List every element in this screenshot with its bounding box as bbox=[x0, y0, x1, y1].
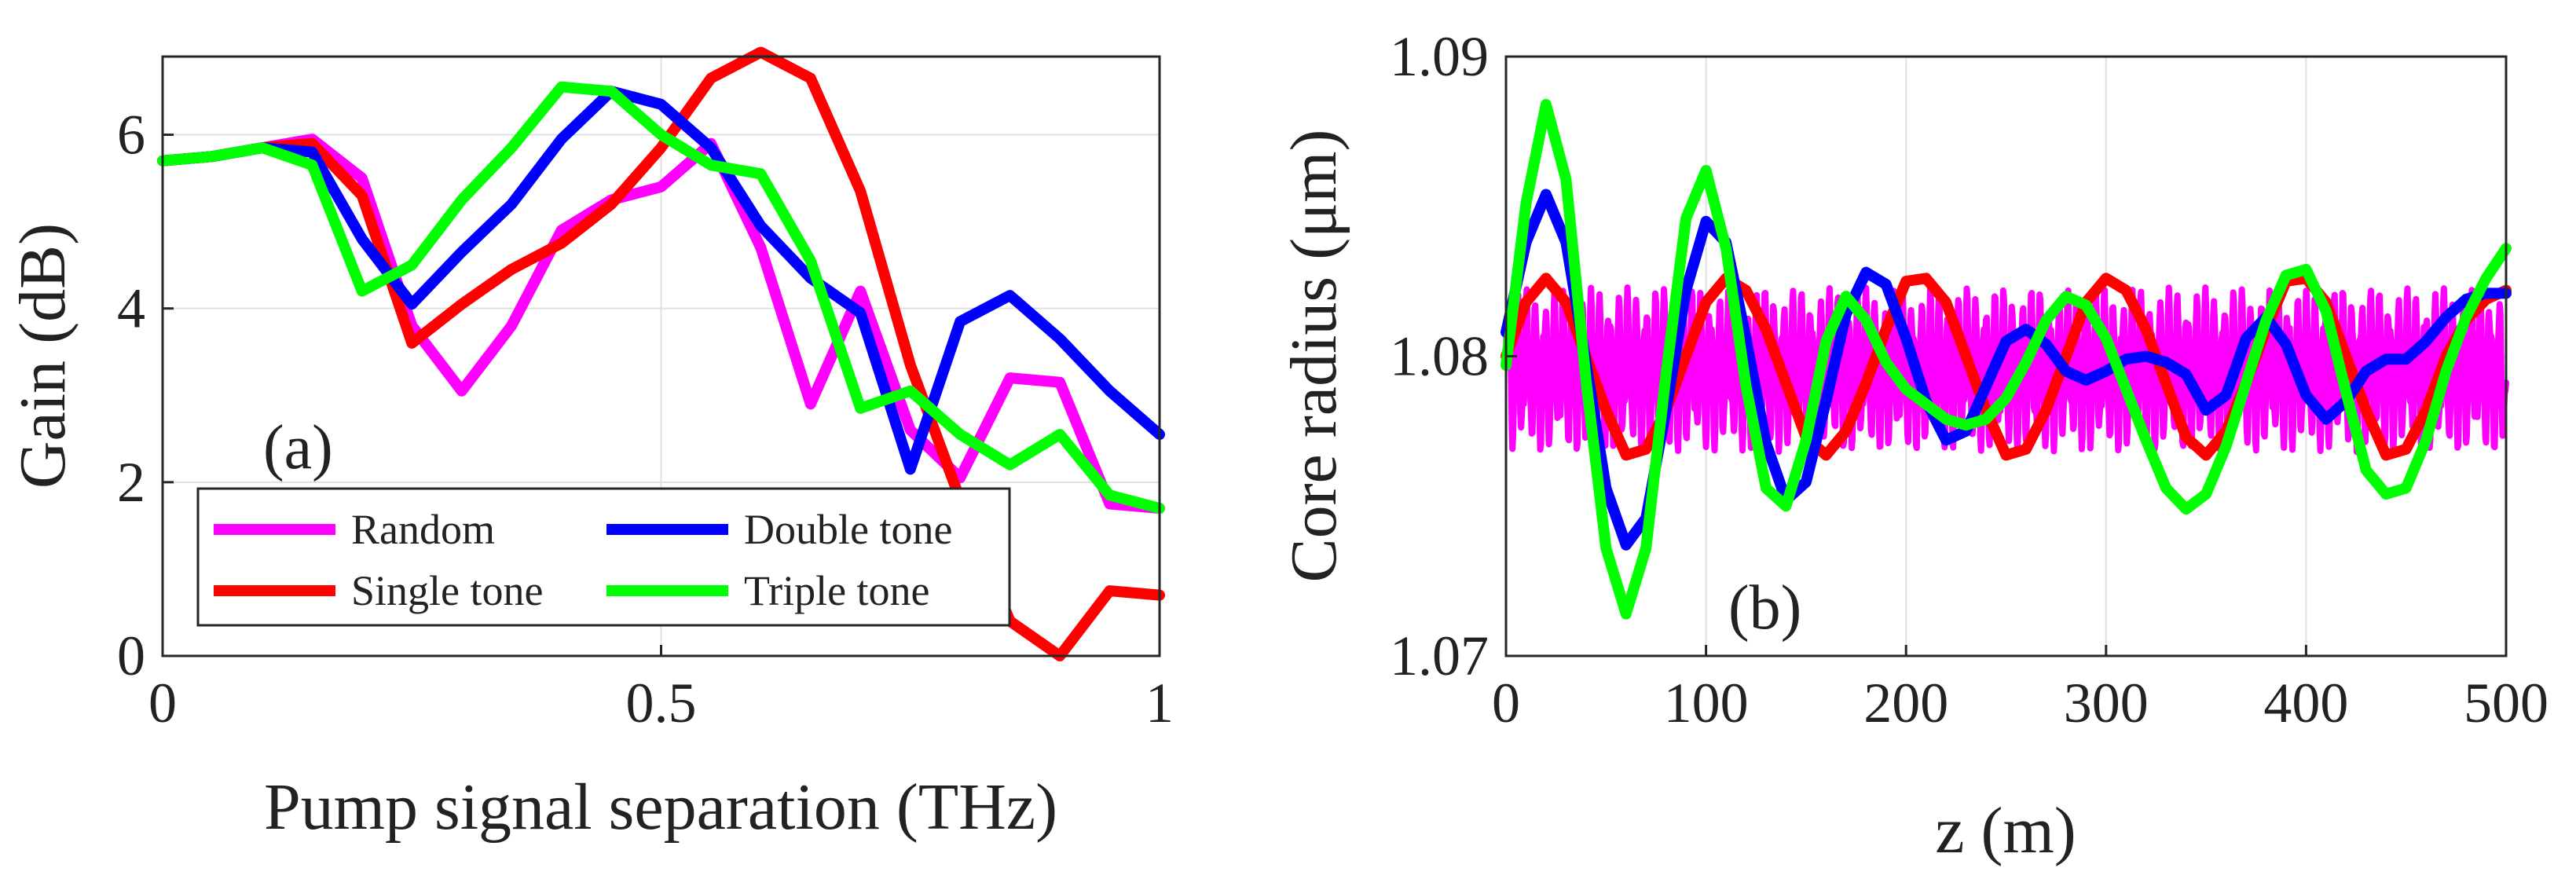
gain-series-triple-tone bbox=[157, 81, 1165, 514]
panel-b: 0 100 200 300 400 500 1.07 1.08 1.09 z (m) Core ra… bbox=[1277, 25, 2549, 867]
legend: Random Double tone Single tone Triple tone bbox=[196, 487, 1011, 627]
radius-xtick-label-200: 200 bbox=[1863, 672, 1948, 734]
radius-y-axis-label: Core radius (μm) bbox=[1277, 130, 1350, 583]
radius-xtick-label-0: 0 bbox=[1492, 672, 1520, 734]
radius-ytick-label-1-09: 1.09 bbox=[1390, 25, 1489, 88]
gain-ytick-label-4: 4 bbox=[117, 277, 145, 340]
gain-x-axis-label: Pump signal separation (THz) bbox=[264, 771, 1057, 844]
gain-panel-label: (a) bbox=[263, 413, 333, 482]
panel-a: 0 0.5 1 0 2 4 6 Pump signal separation (THz) Gai… bbox=[6, 46, 1174, 844]
gain-ytick-label-2: 2 bbox=[117, 451, 145, 514]
gain-ytick-label-0: 0 bbox=[117, 624, 145, 687]
radius-xtick-label-400: 400 bbox=[2263, 672, 2348, 734]
radius-series-double-tone bbox=[1501, 189, 2512, 551]
radius-xtick-label-100: 100 bbox=[1664, 672, 1749, 734]
gain-xtick-label-1: 1 bbox=[1145, 672, 1174, 734]
legend-label-single-tone: Single tone bbox=[351, 567, 543, 614]
gain-ytick-label-6: 6 bbox=[117, 104, 145, 167]
radius-xtick-label-500: 500 bbox=[2464, 672, 2549, 734]
gain-xtick-label-0-5: 0.5 bbox=[626, 672, 697, 734]
legend-label-double-tone: Double tone bbox=[744, 506, 952, 553]
radius-series-triple-tone bbox=[1501, 99, 2512, 620]
gain-series-double-tone bbox=[157, 86, 1165, 475]
radius-xtick-label-300: 300 bbox=[2064, 672, 2149, 734]
gain-series-random bbox=[157, 134, 1165, 514]
radius-panel-label: (b) bbox=[1728, 573, 1801, 643]
radius-x-axis-label: z (m) bbox=[1935, 794, 2076, 867]
gain-y-axis-label: Gain (dB) bbox=[6, 223, 79, 489]
radius-ytick-label-1-07: 1.07 bbox=[1390, 624, 1489, 687]
radius-ytick-label-1-08: 1.08 bbox=[1390, 325, 1489, 388]
gain-xtick-label-0: 0 bbox=[148, 672, 177, 734]
legend-label-random: Random bbox=[351, 506, 495, 553]
legend-box bbox=[196, 487, 1011, 627]
legend-label-triple-tone: Triple tone bbox=[744, 567, 930, 614]
